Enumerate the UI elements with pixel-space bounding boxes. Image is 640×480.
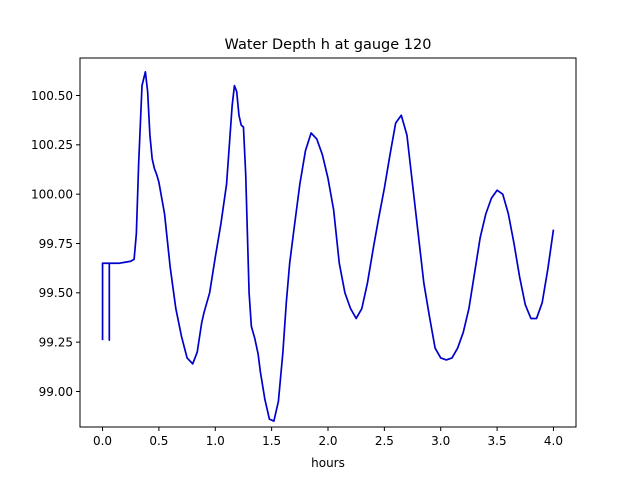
y-tick-label: 100.00 — [31, 187, 73, 201]
x-tick-label: 1.0 — [206, 434, 225, 448]
x-tick-label: 1.5 — [262, 434, 281, 448]
x-axis-label: hours — [311, 456, 345, 470]
y-tick-label: 99.00 — [39, 385, 73, 399]
y-tick-label: 99.50 — [39, 286, 73, 300]
y-axis: 99.00 99.25 99.50 99.75 100.00 100.25 100.50 — [31, 89, 80, 399]
y-tick-label: 99.75 — [39, 237, 73, 251]
y-tick-label: 100.50 — [31, 89, 73, 103]
x-tick-label: 2.5 — [375, 434, 394, 448]
x-tick-label: 3.5 — [488, 434, 507, 448]
x-tick-label: 0.0 — [93, 434, 112, 448]
x-tick-label: 3.0 — [431, 434, 450, 448]
x-tick-label: 4.0 — [544, 434, 563, 448]
x-axis: 0.0 0.5 1.0 1.5 2.0 2.5 3.0 3.5 4.0 — [93, 427, 563, 448]
y-tick-label: 99.25 — [39, 335, 73, 349]
y-tick-label: 100.25 — [31, 138, 73, 152]
chart-title: Water Depth h at gauge 120 — [225, 37, 432, 53]
series-line — [101, 70, 555, 422]
plot-area — [101, 70, 555, 422]
x-tick-label: 0.5 — [149, 434, 168, 448]
x-tick-label: 2.0 — [318, 434, 337, 448]
